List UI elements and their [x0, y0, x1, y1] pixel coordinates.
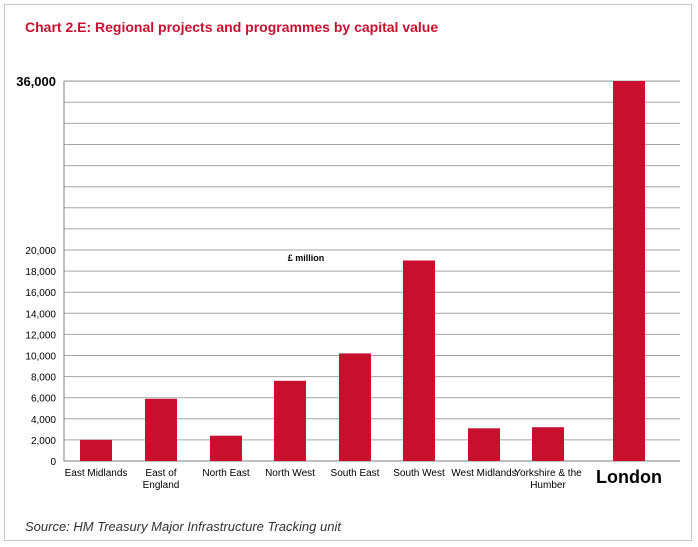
unit-label: £ million: [288, 253, 325, 263]
x-tick-label: Yorkshire & the Humber: [514, 468, 582, 491]
x-tick-label: West Midlands: [451, 468, 516, 479]
bar-yorkshire-the-humber: [532, 427, 564, 461]
y-tick-label: 20,000: [25, 246, 56, 257]
bar-south-east: [339, 353, 371, 461]
bar-north-west: [274, 380, 306, 461]
bar-east-of-england: [145, 398, 177, 461]
y-tick-label: 6,000: [31, 394, 56, 405]
y-tick-label: 16,000: [25, 288, 56, 299]
x-tick-label: East of England: [143, 468, 180, 491]
source-note: Source: HM Treasury Major Infrastructure…: [25, 519, 341, 534]
bar-west-midlands: [468, 428, 500, 461]
x-tick-label: South West: [393, 468, 445, 479]
x-tick-label: North West: [265, 468, 315, 479]
y-tick-label: 2,000: [31, 436, 56, 447]
y-tick-label: 4,000: [31, 415, 56, 426]
y-tick-label: 10,000: [25, 352, 56, 363]
x-tick-label: North East: [202, 468, 249, 479]
x-tick-label: South East: [331, 468, 380, 479]
x-tick-label: East Midlands: [65, 468, 128, 479]
y-tick-label: 36,000: [16, 74, 56, 89]
bar-london: [613, 81, 645, 461]
bar-north-east: [210, 435, 242, 461]
chart-title: Chart 2.E: Regional projects and program…: [25, 19, 439, 35]
bar-east-midlands: [80, 439, 112, 461]
y-tick-label: 14,000: [25, 309, 56, 320]
y-tick-label: 8,000: [31, 373, 56, 384]
y-tick-label: 18,000: [25, 267, 56, 278]
y-tick-label: 12,000: [25, 330, 56, 341]
bar-south-west: [403, 260, 435, 461]
y-tick-label: 0: [50, 457, 56, 468]
x-tick-label: London: [596, 467, 662, 487]
